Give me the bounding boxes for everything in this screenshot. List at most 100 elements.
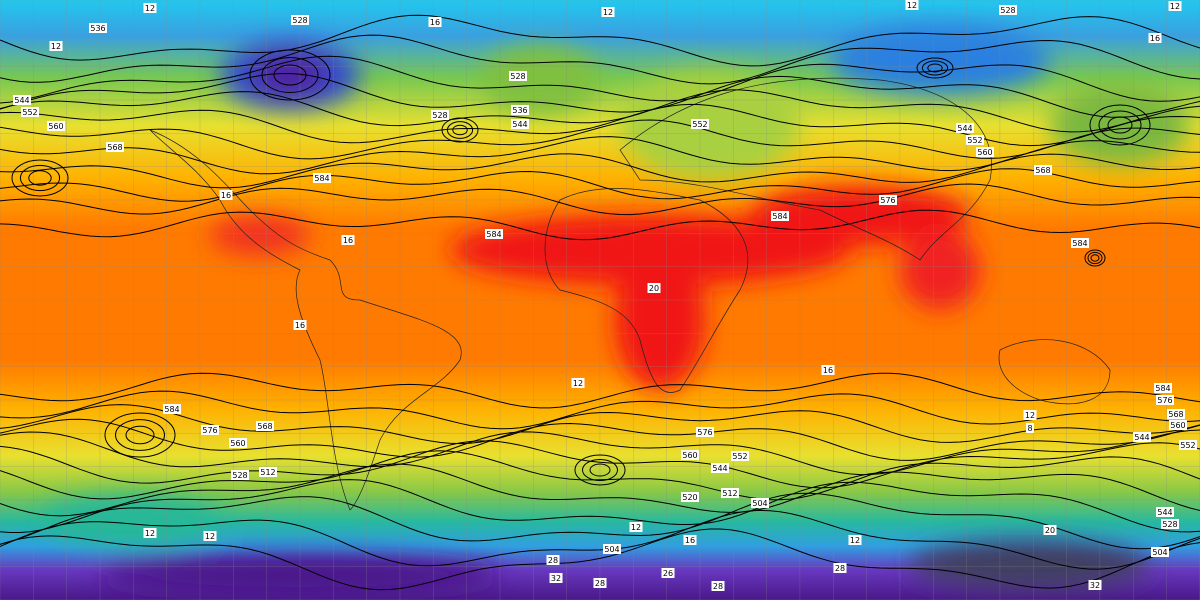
contour-ring — [1089, 104, 1151, 146]
contour-ring — [104, 412, 176, 458]
contour-ring — [19, 164, 61, 192]
label-box — [601, 7, 615, 17]
label-box — [485, 229, 503, 239]
label-box — [1148, 33, 1162, 43]
contour-label: 560 — [1170, 421, 1185, 430]
contour-ring — [916, 57, 954, 79]
contour-ring — [921, 60, 949, 76]
label-box — [1169, 420, 1187, 430]
label-box — [1154, 383, 1172, 393]
contour-ring — [441, 117, 479, 143]
label-box — [999, 5, 1017, 15]
contour-label: 576 — [697, 428, 712, 437]
contour-label: 504 — [604, 545, 619, 554]
label-box — [1156, 507, 1174, 517]
contour-ring — [273, 64, 307, 86]
label-box — [683, 535, 697, 545]
contour-ring — [589, 463, 611, 477]
label-box — [1043, 525, 1057, 535]
label-box — [879, 195, 897, 205]
label-box — [571, 378, 585, 388]
label-box — [696, 427, 714, 437]
label-box — [1179, 440, 1197, 450]
contour-label: 16 — [295, 321, 305, 330]
contour-label: 12 — [205, 532, 215, 541]
label-box — [681, 450, 699, 460]
contour-label: 28 — [595, 579, 605, 588]
label-box — [21, 107, 39, 117]
eurasia-coast — [619, 77, 992, 261]
contour-label: 12 — [573, 379, 583, 388]
label-box — [691, 119, 709, 129]
contour-label: 12 — [603, 8, 613, 17]
contour-ring — [446, 121, 474, 139]
label-box — [821, 365, 835, 375]
contour-labels: 536 528 12 12 16 12 12 528 12 16 544 552 560 568 528 52… — [13, 0, 1197, 591]
contour-label: 26 — [663, 569, 673, 578]
contour-line — [0, 34, 1200, 85]
contour-label: 584 — [1155, 384, 1170, 393]
coastlines — [149, 77, 1111, 511]
australia-coast — [998, 339, 1111, 405]
label-box — [511, 119, 529, 129]
contour-label: 504 — [1152, 548, 1167, 557]
contour-label: 544 — [1157, 508, 1172, 517]
label-box — [47, 121, 65, 131]
contour-label: 20 — [649, 284, 659, 293]
contour-line — [0, 72, 1200, 118]
contour-ring — [1098, 110, 1142, 140]
contour-line — [0, 429, 1200, 476]
contour-label: 568 — [107, 143, 122, 152]
label-box — [731, 451, 749, 461]
contour-line — [0, 509, 1200, 570]
contour-line — [0, 479, 1200, 533]
contour-label: 560 — [48, 122, 63, 131]
contour-label: 544 — [957, 124, 972, 133]
contour-line — [0, 463, 1200, 517]
contour-line — [0, 14, 1200, 67]
contour-label: 12 — [145, 529, 155, 538]
contour-label: 520 — [682, 493, 697, 502]
label-box — [549, 573, 563, 583]
label-box — [229, 438, 247, 448]
contour-label: 28 — [713, 582, 723, 591]
contour-label: 584 — [1072, 239, 1087, 248]
contour-label: 576 — [202, 426, 217, 435]
label-box — [431, 110, 449, 120]
label-box — [201, 425, 219, 435]
contour-label: 16 — [1150, 34, 1160, 43]
contour-label: 552 — [692, 120, 707, 129]
contour-label: 12 — [850, 536, 860, 545]
label-box — [13, 95, 31, 105]
contour-line — [0, 209, 1200, 241]
label-box — [905, 0, 919, 10]
contour-label: 12 — [631, 523, 641, 532]
contour-label: 528 — [232, 471, 247, 480]
contour-label: 512 — [722, 489, 737, 498]
contour-label: 16 — [343, 236, 353, 245]
label-box — [1167, 409, 1185, 419]
contour-label: 584 — [314, 174, 329, 183]
label-box — [593, 578, 607, 588]
contour-label: 28 — [548, 556, 558, 565]
label-box — [203, 531, 217, 541]
label-box — [509, 71, 527, 81]
contour-label: 12 — [1025, 411, 1035, 420]
contour-label: 560 — [230, 439, 245, 448]
contour-label: 28 — [835, 564, 845, 573]
label-box — [143, 528, 157, 538]
contour-ring — [1087, 251, 1103, 265]
contour-ring — [1107, 116, 1133, 134]
contour-line — [0, 89, 1200, 133]
contour-label: 576 — [1157, 396, 1172, 405]
contour-ring — [249, 49, 331, 101]
contour-ring — [261, 57, 319, 93]
contour-label: 528 — [1000, 6, 1015, 15]
label-box — [1034, 165, 1052, 175]
label-box — [976, 147, 994, 157]
contour-line — [0, 153, 1200, 189]
contour-line — [0, 418, 1200, 461]
contour-ring — [574, 454, 626, 486]
